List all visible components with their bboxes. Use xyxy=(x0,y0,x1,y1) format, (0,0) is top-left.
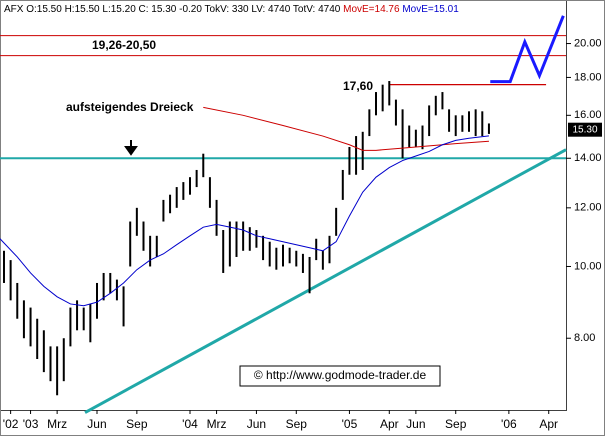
moving-average xyxy=(0,135,489,307)
y-tick-label: 8.00 xyxy=(574,332,595,344)
x-tick-label: '02 xyxy=(3,417,19,431)
x-tick-label: '06 xyxy=(501,417,517,431)
trendline xyxy=(84,148,567,414)
pattern-label: aufsteigendes Dreieck xyxy=(66,100,194,114)
moving-average xyxy=(203,106,489,151)
legend-entry: MovE=15.01 xyxy=(402,4,459,15)
x-tick-label: Jun xyxy=(87,417,106,431)
x-tick-label: Mrz xyxy=(207,417,227,431)
watermark-box xyxy=(239,365,441,387)
x-tick-label: Jun xyxy=(406,417,425,431)
x-tick-label: Apr xyxy=(539,417,558,431)
y-tick-label: 20.00 xyxy=(574,37,602,49)
y-tick-label: 10.00 xyxy=(574,260,602,272)
arrow xyxy=(124,140,138,156)
y-tick-label: 14.00 xyxy=(574,152,602,164)
zone-label: 19,26-20,50 xyxy=(92,38,156,52)
x-tick-label: Apr xyxy=(380,417,399,431)
x-tick-label: Mrz xyxy=(47,417,67,431)
x-tick-label: '04 xyxy=(182,417,198,431)
x-tick-label: Sep xyxy=(445,417,467,431)
plot-layer xyxy=(0,15,567,414)
projection xyxy=(490,15,565,84)
y-tick-label: 18.00 xyxy=(574,71,602,83)
header: AFX O:15.50 H:15.50 L:15.20 C: 15.30 -0.… xyxy=(4,4,459,15)
plot-frame xyxy=(0,0,567,411)
header-text: AFX O:15.50 H:15.50 L:15.20 C: 15.30 -0.… xyxy=(4,4,341,15)
watermark: © http://www.godmode-trader.de xyxy=(254,368,427,382)
y-tick-label: 12.00 xyxy=(574,202,602,214)
x-tick-label: Sep xyxy=(126,417,148,431)
resistance-label: 17,60 xyxy=(343,79,373,93)
x-tick-label: Sep xyxy=(286,417,308,431)
last-price-box xyxy=(568,122,602,137)
last-price-label: 15.30 xyxy=(572,124,597,135)
x-tick-label: '03 xyxy=(23,417,39,431)
x-tick-label: '05 xyxy=(342,417,358,431)
legend-entry: MovE=14.76 xyxy=(343,4,400,15)
x-tick-label: Jun xyxy=(247,417,266,431)
y-tick-label: 16.00 xyxy=(574,109,602,121)
